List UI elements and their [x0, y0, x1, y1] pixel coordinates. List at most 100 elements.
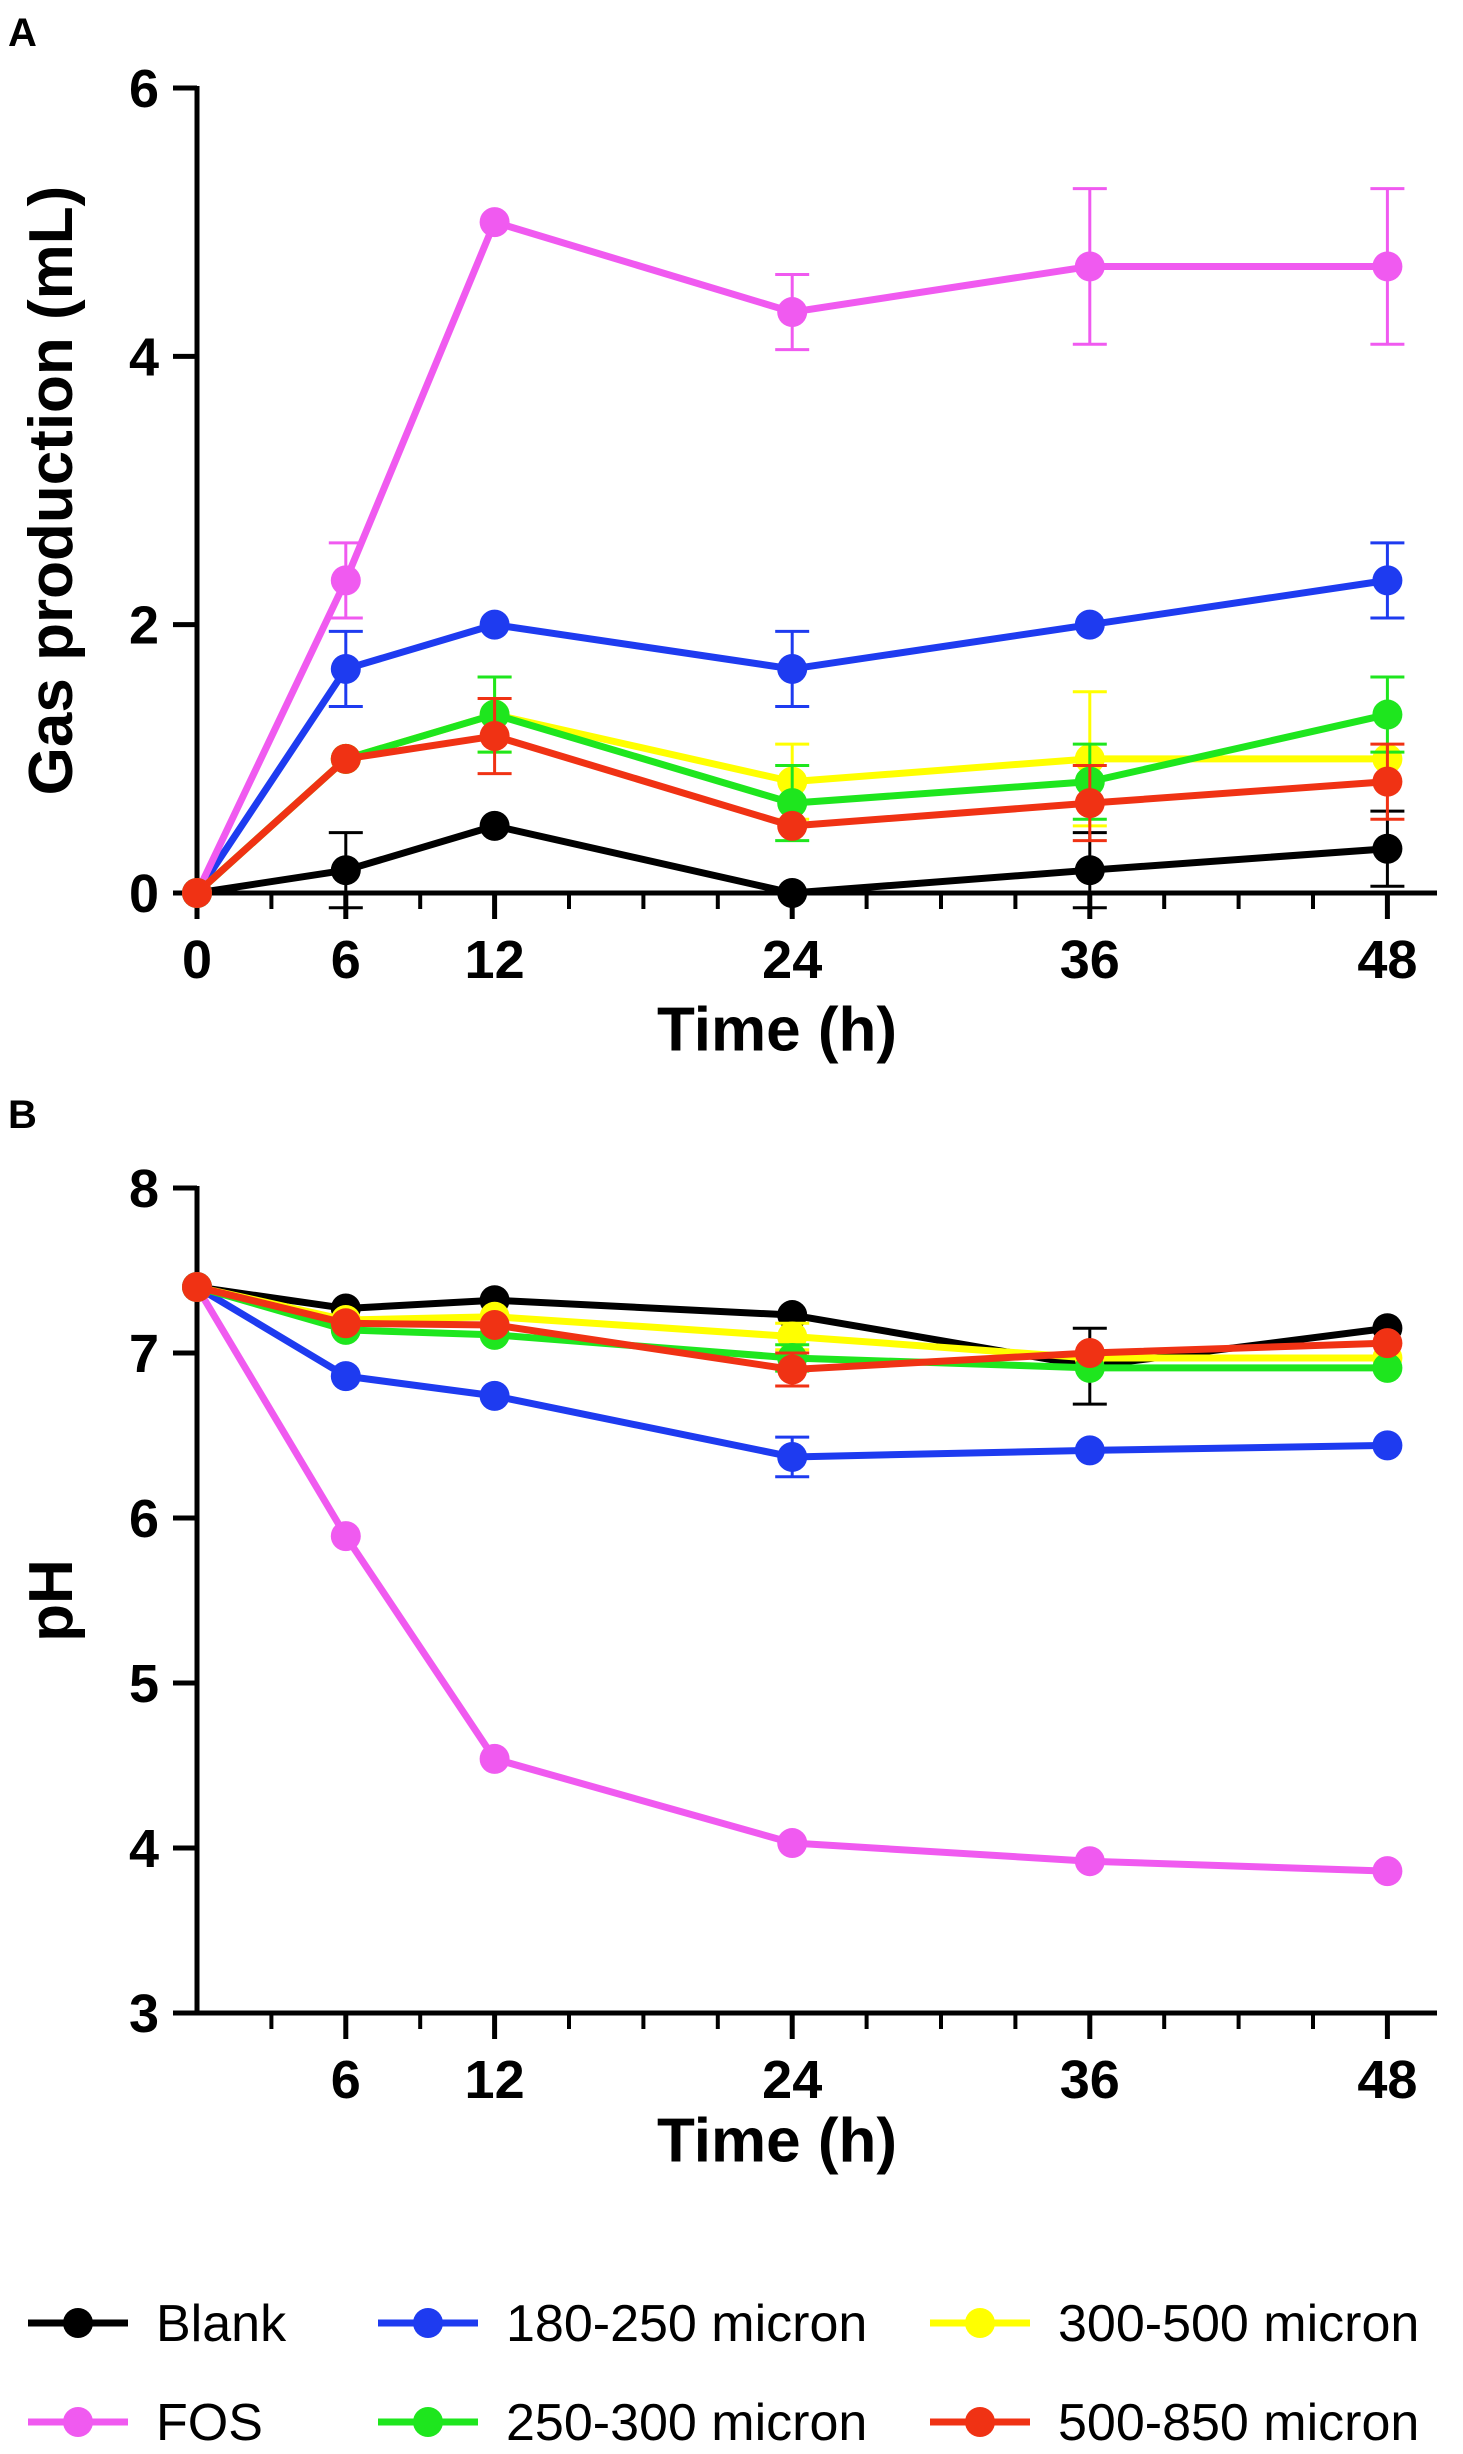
data-point [330, 1361, 361, 1392]
legend-swatch-marker [965, 2407, 995, 2437]
panel-b-chart: 6 12 24 36 48 3 4 5 6 7 8 Time (h) pH [17, 1159, 1437, 2176]
data-point [777, 1354, 808, 1385]
data-point [1372, 1352, 1403, 1383]
panel-b-letter: B [8, 1093, 37, 1137]
series-line [193, 218, 1388, 895]
data-point [777, 297, 808, 328]
data-point [479, 207, 510, 238]
data-point [777, 788, 808, 819]
data-point [479, 810, 510, 841]
series-line [194, 576, 1388, 895]
legend-swatch-marker [63, 2407, 93, 2437]
y-tick-label: 6 [129, 59, 159, 119]
legend-item: 500-850 micron [930, 2394, 1419, 2452]
data-point [479, 609, 510, 640]
data-point [1372, 1328, 1403, 1359]
data-point [330, 743, 361, 774]
data-point [330, 1521, 361, 1552]
legend-item: Blank [28, 2295, 287, 2353]
data-point [777, 653, 808, 684]
legend-item: 300-500 micron [930, 2295, 1419, 2353]
data-point [1074, 1435, 1105, 1466]
legend-label: FOS [156, 2394, 263, 2452]
series-line [196, 1283, 1388, 1373]
x-tick-label: 24 [762, 930, 822, 990]
series-line [193, 1285, 1388, 1875]
data-point [777, 810, 808, 841]
series-line [196, 822, 1388, 897]
x-tick-label: 36 [1060, 930, 1120, 990]
x-tick-label: 6 [331, 2050, 361, 2110]
legend-label: 250-300 micron [506, 2394, 867, 2452]
x-tick-label: 36 [1060, 2050, 1120, 2110]
y-tick-label: 6 [129, 1489, 159, 1549]
legend-label: 300-500 micron [1058, 2295, 1419, 2353]
legend-swatch-marker [413, 2308, 443, 2338]
data-point [479, 721, 510, 752]
x-tick-label: 12 [465, 2050, 525, 2110]
data-point [1074, 609, 1105, 640]
data-point [1372, 833, 1403, 864]
x-tick-label: 48 [1357, 930, 1417, 990]
data-point [479, 1743, 510, 1774]
y-tick-label: 8 [129, 1159, 159, 1219]
data-point [1074, 1846, 1105, 1877]
legend-item: FOS [28, 2394, 263, 2452]
x-tick-label: 0 [182, 930, 212, 990]
legend-item: 250-300 micron [378, 2394, 867, 2452]
y-tick-label: 2 [129, 596, 159, 656]
data-point [1372, 699, 1403, 730]
data-point [330, 855, 361, 886]
data-point [1074, 788, 1105, 819]
x-axis-title: Time (h) [657, 2107, 897, 2176]
data-point [330, 653, 361, 684]
series-line [194, 732, 1388, 896]
legend-swatch-marker [63, 2308, 93, 2338]
legend-swatch-marker [965, 2308, 995, 2338]
data-point [1372, 1856, 1403, 1887]
y-axis-title: Gas production (mL) [17, 186, 86, 796]
y-tick-label: 3 [129, 1984, 159, 2044]
legend-swatch-marker [413, 2407, 443, 2437]
y-tick-label: 5 [129, 1654, 159, 1714]
data-point [1372, 766, 1403, 797]
x-tick-label: 12 [465, 930, 525, 990]
x-tick-label: 48 [1357, 2050, 1417, 2110]
data-point [182, 878, 212, 908]
data-point [1074, 855, 1105, 886]
y-axis-title: pH [17, 1559, 86, 1642]
panel-a-letter: A [8, 11, 37, 55]
x-tick-label: 24 [762, 2050, 822, 2110]
series-500-850-micron [182, 696, 1405, 908]
series-180-250-micron [182, 1272, 1403, 1479]
data-point [1074, 1338, 1105, 1368]
data-point [1372, 1430, 1403, 1461]
legend-item: 180-250 micron [378, 2295, 867, 2353]
legend-label: 500-850 micron [1058, 2394, 1419, 2452]
x-axis-title: Time (h) [657, 996, 897, 1065]
data-point [479, 1380, 510, 1411]
legend: Blank 180-250 micron 300-500 micron FOS 250-… [28, 2295, 1419, 2452]
data-point [479, 1309, 510, 1340]
data-point [777, 1828, 808, 1859]
data-point [777, 878, 808, 908]
data-point [1074, 251, 1105, 282]
series-line [195, 1283, 1388, 1461]
legend-label: 180-250 micron [506, 2295, 867, 2353]
data-point [1372, 251, 1403, 282]
y-tick-label: 7 [129, 1324, 159, 1384]
data-point [330, 565, 361, 596]
data-point [777, 1441, 808, 1472]
data-point [330, 1308, 361, 1339]
series-180-250-micron [182, 541, 1405, 908]
data-point [1372, 565, 1403, 596]
y-tick-label: 4 [129, 327, 159, 387]
y-tick-label: 0 [129, 864, 159, 924]
legend-label: Blank [156, 2295, 287, 2353]
x-tick-label: 6 [331, 930, 361, 990]
data-point [182, 1272, 212, 1302]
y-tick-label: 4 [129, 1819, 159, 1879]
series-500-850-micron [182, 1272, 1403, 1388]
